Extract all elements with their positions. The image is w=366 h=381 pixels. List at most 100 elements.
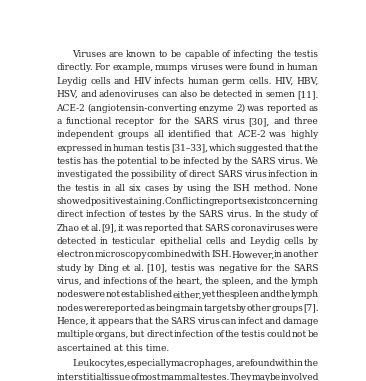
Text: be: be (170, 157, 181, 166)
Text: yet: yet (201, 290, 216, 299)
Text: mammal: mammal (161, 373, 200, 381)
Text: HBV,: HBV, (296, 77, 319, 86)
Text: a: a (56, 117, 62, 126)
Text: testes: testes (139, 210, 167, 219)
Text: None: None (294, 184, 319, 193)
Text: interstitial: interstitial (56, 373, 105, 381)
Text: We: We (305, 157, 319, 166)
Text: within: within (275, 360, 304, 368)
Text: ISH.: ISH. (211, 250, 232, 259)
Text: multiple: multiple (56, 330, 94, 339)
Text: testis: testis (56, 157, 82, 166)
Text: by: by (84, 264, 95, 273)
Text: of: of (131, 373, 139, 381)
Text: testis: testis (294, 50, 319, 59)
Text: macrophages,: macrophages, (171, 360, 236, 368)
Text: all: all (115, 184, 126, 193)
Text: that: that (185, 224, 203, 233)
Text: of: of (149, 277, 158, 286)
Text: cases: cases (144, 184, 169, 193)
Text: that: that (284, 144, 303, 152)
Text: SARS: SARS (204, 224, 230, 233)
Text: can: can (220, 317, 236, 326)
Text: the: the (234, 157, 249, 166)
Text: direct: direct (146, 330, 173, 339)
Text: electron: electron (56, 250, 95, 259)
Text: human: human (187, 77, 219, 86)
Text: nodes: nodes (56, 304, 84, 313)
Text: In: In (254, 210, 264, 219)
Text: could: could (266, 330, 291, 339)
Text: Leukocytes,: Leukocytes, (72, 360, 127, 368)
Text: virus: virus (197, 317, 219, 326)
Text: but: but (130, 330, 145, 339)
Text: to: to (159, 157, 169, 166)
Text: example,: example, (112, 64, 153, 72)
Text: testes.: testes. (199, 373, 230, 381)
Text: reported: reported (266, 104, 307, 112)
Text: were: were (83, 290, 106, 299)
Text: and: and (259, 290, 276, 299)
Text: as: as (309, 104, 319, 112)
Text: human: human (287, 64, 319, 72)
Text: that: that (135, 317, 153, 326)
Text: suggested: suggested (237, 144, 284, 152)
Text: ACE-2: ACE-2 (56, 104, 85, 112)
Text: be: be (270, 373, 281, 381)
Text: with: with (191, 250, 212, 259)
Text: SARS: SARS (250, 157, 276, 166)
Text: virus,: virus, (56, 277, 82, 286)
Text: infection: infection (174, 330, 214, 339)
Text: the: the (304, 360, 319, 368)
Text: either,: either, (172, 290, 202, 299)
Text: in: in (310, 170, 319, 179)
Text: involved: involved (280, 373, 319, 381)
Text: cells.: cells. (248, 77, 272, 86)
Text: concerning: concerning (267, 197, 319, 206)
Text: the: the (304, 144, 319, 152)
Text: by: by (308, 237, 319, 246)
Text: in: in (255, 90, 264, 99)
Text: method.: method. (253, 184, 291, 193)
Text: adenoviruses: adenoviruses (99, 90, 160, 99)
Text: SARS: SARS (293, 264, 319, 273)
Text: enzyme: enzyme (199, 104, 234, 112)
Text: ascertained at this time.: ascertained at this time. (56, 344, 169, 353)
Text: virus.: virus. (277, 157, 303, 166)
Text: capable: capable (184, 50, 220, 59)
Text: receptor: receptor (115, 117, 155, 126)
Text: cells: cells (284, 237, 305, 246)
Text: found: found (249, 64, 275, 72)
Text: the: the (225, 330, 240, 339)
Text: nodes: nodes (56, 290, 84, 299)
Text: the: the (56, 184, 71, 193)
Text: for: for (260, 264, 273, 273)
Text: HIV,: HIV, (274, 77, 294, 86)
Text: established: established (120, 290, 173, 299)
Text: However,: However, (231, 250, 274, 259)
Text: expressed: expressed (56, 144, 103, 152)
Text: was: was (269, 130, 287, 139)
Text: [11].: [11]. (297, 90, 319, 99)
Text: reported: reported (106, 304, 146, 313)
Text: directly.: directly. (56, 64, 93, 72)
Text: infected: infected (183, 157, 220, 166)
Text: SARS: SARS (193, 117, 219, 126)
Text: and: and (273, 117, 290, 126)
Text: by: by (222, 157, 232, 166)
Text: infect: infect (238, 317, 264, 326)
Text: possibility: possibility (131, 170, 177, 179)
Text: testis: testis (240, 330, 265, 339)
Text: detected: detected (56, 237, 97, 246)
Text: [31–33],: [31–33], (171, 144, 208, 152)
Text: semen: semen (265, 90, 295, 99)
Text: functional: functional (66, 117, 112, 126)
Text: found: found (250, 360, 276, 368)
Text: For: For (95, 64, 111, 72)
Text: virus: virus (244, 170, 267, 179)
Text: as: as (146, 304, 156, 313)
Text: the: the (182, 210, 197, 219)
Text: are: are (109, 50, 124, 59)
Text: spleen,: spleen, (221, 277, 254, 286)
Text: independent: independent (56, 130, 114, 139)
